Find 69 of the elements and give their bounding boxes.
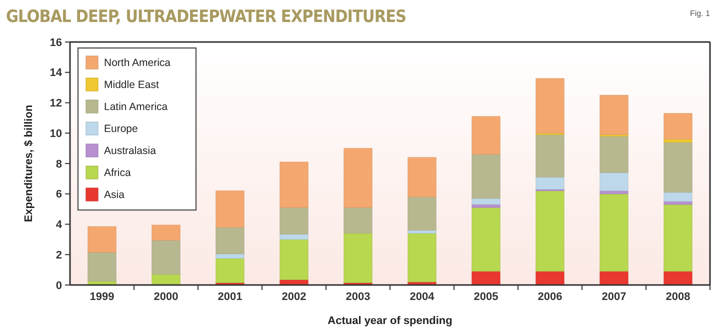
y-tick-label: 10 (50, 128, 62, 140)
bar (216, 190, 244, 228)
x-tick-label: 1999 (90, 291, 114, 303)
bar (472, 116, 500, 155)
x-tick-label: 2003 (346, 291, 370, 303)
caption: Fig. 1 (690, 9, 711, 18)
x-axis-title: Actual year of spending (328, 315, 452, 327)
y-tick-label: 4 (56, 219, 63, 232)
bar (600, 271, 628, 286)
bar (472, 154, 500, 199)
bar (664, 204, 692, 272)
legend-label: Middle East (104, 79, 159, 91)
bar (536, 176, 564, 190)
bar (216, 254, 244, 259)
bar (344, 233, 372, 283)
bar (344, 148, 372, 208)
bar (152, 274, 180, 286)
chart-title: GLOBAL DEEP, ULTRADEEPWATER EXPENDITURES (6, 7, 406, 27)
bar (88, 226, 116, 253)
bar (536, 190, 564, 272)
bar (536, 271, 564, 286)
bar (600, 194, 628, 272)
legend-label: Asia (104, 189, 125, 201)
x-tick-label: 2005 (474, 291, 498, 303)
bar (600, 172, 628, 192)
bar (280, 207, 308, 234)
legend-label: Latin America (104, 101, 168, 113)
legend-label: North America (104, 57, 171, 69)
bar (88, 252, 116, 282)
legend-label: Australasia (104, 145, 156, 157)
bar (472, 271, 500, 286)
x-tick-label: 2004 (410, 291, 436, 303)
x-tick-label: 2008 (666, 291, 690, 303)
bar (152, 224, 180, 240)
y-tick-label: 2 (56, 249, 62, 262)
y-tick-label: 6 (56, 188, 62, 201)
y-tick-label: 14 (50, 67, 63, 80)
bar (664, 192, 692, 202)
bar (600, 136, 628, 173)
legend-label: Europe (104, 123, 138, 135)
x-tick-label: 2001 (218, 291, 242, 303)
y-tick-label: 0 (56, 280, 62, 292)
bar (280, 234, 308, 240)
bar (536, 78, 564, 134)
bar (344, 207, 372, 234)
bar (408, 196, 436, 231)
y-tick-label: 12 (50, 98, 62, 110)
bar (216, 258, 244, 283)
legend-label: Africa (104, 167, 131, 179)
bar (664, 271, 692, 286)
bar (664, 142, 692, 193)
bar (600, 94, 628, 135)
x-tick-label: 2007 (602, 291, 626, 303)
bar (472, 207, 500, 272)
y-tick-label: 16 (50, 36, 62, 49)
bar (664, 113, 692, 140)
bar (280, 162, 308, 208)
x-tick-label: 2006 (538, 291, 562, 303)
x-tick-label: 2002 (282, 291, 306, 303)
bar (280, 239, 308, 280)
bar (472, 198, 500, 205)
bar (536, 134, 564, 178)
x-tick-label: 2000 (154, 291, 178, 303)
y-axis-title: Expenditures, $ billion (23, 104, 35, 222)
y-tick-label: 8 (56, 158, 62, 170)
bar (408, 233, 436, 282)
bar (152, 240, 180, 275)
bar (216, 227, 244, 254)
bar (408, 157, 436, 198)
